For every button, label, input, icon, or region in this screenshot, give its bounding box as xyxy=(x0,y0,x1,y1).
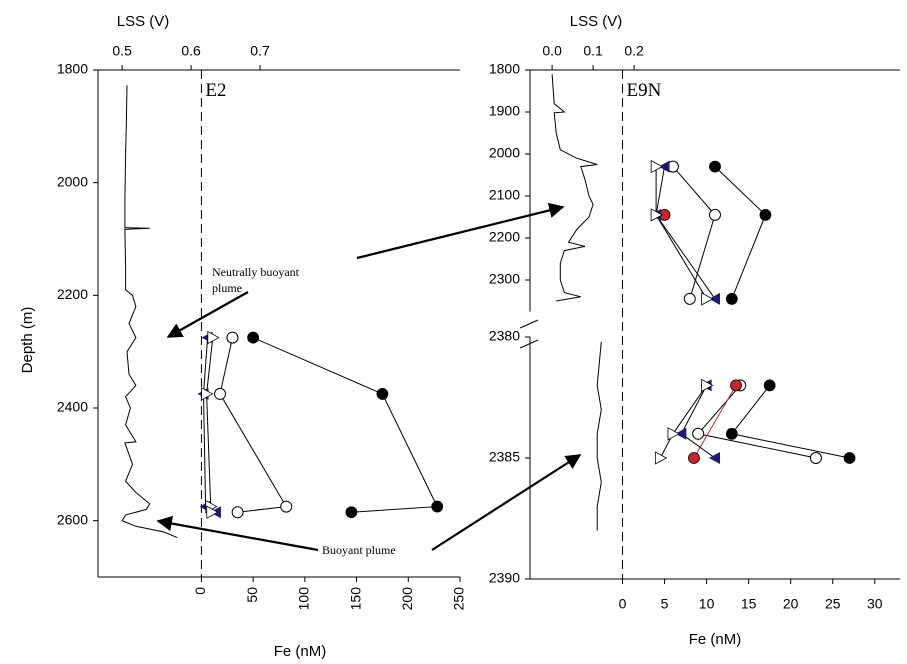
y-tick-label: 2000 xyxy=(57,173,88,189)
point xyxy=(709,208,721,221)
point xyxy=(809,452,822,464)
point xyxy=(709,452,720,464)
y-tick-label: 1900 xyxy=(489,103,520,119)
point xyxy=(650,208,663,222)
break-mark xyxy=(519,319,539,329)
arrows xyxy=(156,202,582,552)
y-tick-label: 2300 xyxy=(489,271,520,287)
x-tick-label: 30 xyxy=(867,596,883,612)
x-axis-label: Fe (nM) xyxy=(689,631,742,648)
point xyxy=(345,506,358,519)
point xyxy=(431,500,444,513)
y-tick-label: 2400 xyxy=(57,399,88,415)
panel-label: E9N xyxy=(627,80,662,101)
point xyxy=(247,331,260,344)
panel-label: E2 xyxy=(205,80,226,101)
point xyxy=(675,427,687,440)
point xyxy=(280,500,293,513)
axis-break xyxy=(519,319,539,349)
x-tick-label: 250 xyxy=(451,587,467,611)
series-line xyxy=(252,337,438,513)
point xyxy=(843,452,856,464)
point xyxy=(763,379,776,392)
x-tick-label: 0 xyxy=(619,596,627,612)
point xyxy=(206,505,219,519)
top-tick-label: 0.1 xyxy=(583,43,603,59)
point xyxy=(376,388,389,400)
point xyxy=(759,208,772,221)
point xyxy=(654,451,668,465)
x-tick-label: 50 xyxy=(244,587,260,603)
annotation: Buoyant plume xyxy=(322,543,396,557)
point xyxy=(667,427,680,441)
point xyxy=(226,331,239,344)
point xyxy=(207,330,220,345)
point xyxy=(683,292,696,305)
point xyxy=(701,378,714,393)
y-tick-label: 2385 xyxy=(489,449,520,465)
point xyxy=(701,292,714,306)
series-line xyxy=(206,337,214,513)
top-tick-label: 0.7 xyxy=(250,43,270,59)
lss-trace xyxy=(121,85,178,539)
y-tick-label: 1800 xyxy=(57,61,88,77)
series-line xyxy=(693,385,737,459)
x-tick-label: 5 xyxy=(661,596,669,612)
lss-trace xyxy=(551,74,598,302)
x-tick-label: 150 xyxy=(347,587,363,611)
x-tick-label: 100 xyxy=(296,587,312,611)
y-tick-label: 2390 xyxy=(489,570,520,586)
point xyxy=(709,292,720,305)
y-tick-label: 2380 xyxy=(489,328,520,344)
top-axis-label: LSS (V) xyxy=(117,13,170,30)
y-tick-label: 2000 xyxy=(489,145,520,161)
top-tick-label: 0.0 xyxy=(542,43,562,59)
series-line xyxy=(219,337,288,513)
series-line xyxy=(672,166,817,459)
series-line xyxy=(714,166,850,459)
top-axis-label: LSS (V) xyxy=(570,13,623,30)
x-tick-label: 0 xyxy=(192,587,208,595)
x-tick-label: 200 xyxy=(399,587,415,611)
arrow xyxy=(156,515,319,552)
point xyxy=(692,427,705,440)
top-tick-label: 0.2 xyxy=(624,43,644,59)
point xyxy=(709,160,721,173)
x-axis-label: Fe (nM) xyxy=(274,643,327,660)
arrow xyxy=(166,291,249,338)
arrow xyxy=(356,202,565,260)
x-tick-label: 15 xyxy=(741,596,757,612)
y-tick-label: 2600 xyxy=(57,511,88,527)
y-tick-label: 2200 xyxy=(489,229,520,245)
y-tick-label: 2200 xyxy=(57,286,88,302)
top-tick-label: 0.6 xyxy=(181,43,201,59)
x-tick-label: 25 xyxy=(825,596,841,612)
y-axis-label: Depth (m) xyxy=(19,307,36,374)
x-tick-label: 20 xyxy=(783,596,799,612)
point xyxy=(730,379,742,392)
break-mark xyxy=(519,339,539,349)
lss-trace xyxy=(596,341,602,531)
point xyxy=(725,292,738,305)
point xyxy=(231,506,244,519)
y-tick-label: 1800 xyxy=(489,61,520,77)
point xyxy=(658,160,670,173)
annotation: Neutrally buoyant plume xyxy=(212,265,299,295)
point xyxy=(201,387,214,401)
point xyxy=(214,387,227,400)
arrow xyxy=(431,454,582,551)
point xyxy=(688,452,700,464)
x-tick-label: 10 xyxy=(699,596,715,612)
y-tick-label: 2100 xyxy=(489,187,520,203)
top-tick-label: 0.5 xyxy=(112,43,132,59)
point xyxy=(650,159,663,174)
point xyxy=(725,427,738,440)
